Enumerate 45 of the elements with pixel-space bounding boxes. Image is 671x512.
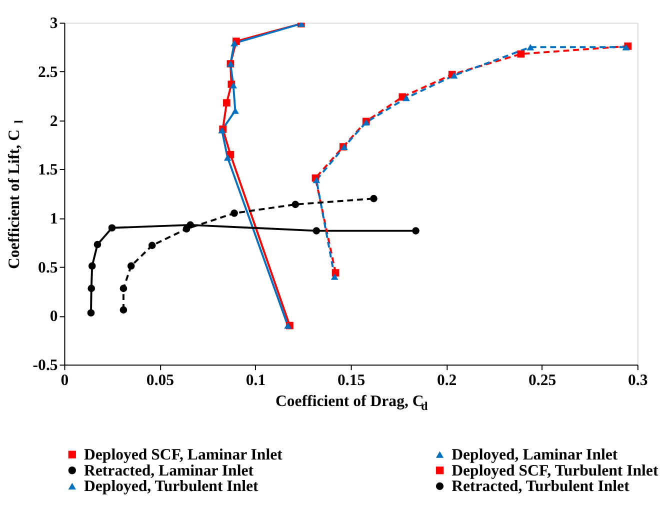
point: [402, 94, 410, 102]
point: [120, 284, 128, 292]
point: [312, 227, 320, 234]
point: [94, 240, 102, 248]
legend-label: Retracted, Laminar Inlet: [84, 462, 254, 480]
point: [312, 176, 320, 184]
point: [127, 262, 135, 270]
point: [526, 44, 534, 50]
y-tick-label: 1.5: [38, 162, 58, 179]
point: [88, 284, 96, 292]
point: [120, 306, 128, 314]
point: [87, 309, 95, 317]
point: [224, 154, 232, 161]
legend-label: Deployed, Laminar Inlet: [452, 446, 618, 464]
point: [230, 40, 238, 46]
y-tick-label: 0.5: [38, 259, 58, 276]
x-tick-label: 0.1: [246, 372, 266, 389]
x-tick-label: 0.25: [528, 372, 556, 389]
point: [222, 99, 230, 106]
y-tick-label: 1: [50, 210, 58, 228]
point: [182, 225, 190, 233]
x-tick-label: 0.3: [628, 372, 648, 389]
x-tick-label: 0.15: [337, 372, 366, 389]
y-axis-title: Coefficient of Lift, Cl: [6, 119, 26, 269]
y-tick-label: 0: [50, 308, 58, 326]
point: [108, 224, 116, 232]
point: [230, 210, 238, 217]
legend-label: Deployed SCF, Laminar Inlet: [84, 446, 284, 464]
y-tick-label: 2.5: [38, 64, 58, 82]
y-tick-label: 2: [50, 112, 58, 130]
point: [517, 50, 525, 58]
x-tick-label: 0: [60, 372, 69, 389]
legend-label: Deployed SCF, Turbulent Inlet: [452, 462, 659, 480]
legend-label: Deployed, Turbulent Inlet: [84, 478, 259, 496]
point: [88, 262, 96, 270]
x-tick-label: 0.05: [146, 372, 174, 389]
x-tick-label: 0.2: [436, 372, 457, 389]
point: [292, 200, 300, 208]
point: [412, 227, 420, 234]
y-tick-label: -0.5: [32, 357, 58, 374]
point: [148, 242, 156, 250]
legend-label: Retracted, Turbulent Inlet: [452, 478, 630, 496]
y-tick-label: 3: [50, 15, 58, 32]
point: [330, 274, 338, 280]
point: [370, 194, 378, 202]
